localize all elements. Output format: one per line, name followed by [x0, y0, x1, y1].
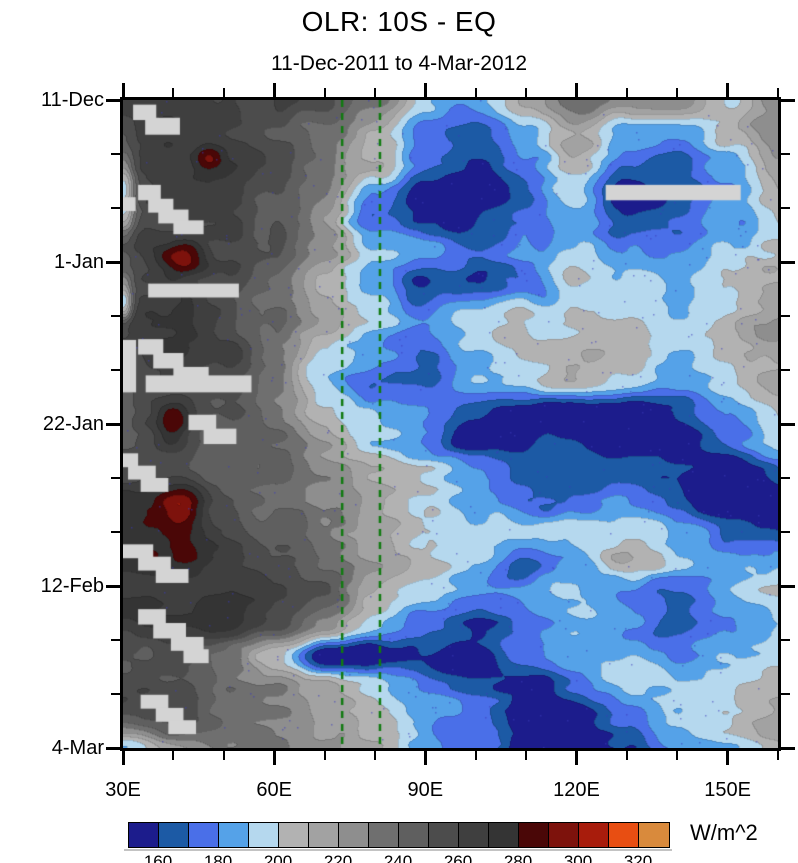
- axis-tick: [474, 88, 477, 97]
- axis-tick: [106, 584, 120, 588]
- plot-title: OLR: 10S - EQ: [301, 6, 497, 37]
- axis-tick: [777, 88, 779, 97]
- axis-tick: [781, 531, 790, 533]
- axis-tick: [111, 315, 120, 317]
- axis-tick: [111, 531, 120, 533]
- plot-subtitle: 11-Dec-2011 to 4-Mar-2012: [270, 52, 528, 75]
- axis-tick: [222, 88, 225, 97]
- axis-tick: [121, 751, 125, 765]
- colorbar-swatch: [458, 822, 490, 848]
- axis-tick: [323, 751, 326, 760]
- colorbar-swatch: [128, 822, 160, 848]
- axis-tick: [111, 207, 120, 209]
- colorbar-shadow: [124, 849, 672, 851]
- colorbar-tick-label: 300: [563, 852, 593, 863]
- colorbar-swatch: [518, 822, 550, 848]
- colorbar-tick-label: 240: [383, 852, 413, 863]
- axis-tick: [625, 751, 628, 760]
- colorbar-swatch: [218, 822, 250, 848]
- colorbar-tick-label: 280: [503, 852, 533, 863]
- x-axis-tick-label: 90E: [407, 779, 444, 801]
- axis-tick: [726, 751, 730, 765]
- colorbar-swatch: [398, 822, 430, 848]
- axis-tick: [423, 751, 427, 765]
- axis-tick: [781, 422, 795, 426]
- axis-tick: [106, 98, 120, 102]
- axis-tick: [574, 751, 578, 765]
- axis-tick: [781, 98, 795, 102]
- colorbar-swatch: [638, 822, 670, 848]
- axis-tick: [474, 751, 477, 760]
- axis-tick: [272, 751, 276, 765]
- axis-tick: [781, 153, 790, 155]
- axis-tick: [111, 153, 120, 155]
- colorbar-swatch: [368, 822, 400, 848]
- axis-tick: [111, 639, 120, 641]
- x-axis-tick-label: 30E: [105, 779, 141, 801]
- colorbar-swatch: [488, 822, 520, 848]
- colorbar-tick-label: 260: [443, 852, 473, 863]
- colorbar-swatch: [278, 822, 310, 848]
- y-axis-tick-label: 12-Feb: [40, 575, 104, 597]
- axis-tick: [272, 83, 276, 97]
- colorbar-swatch: [308, 822, 340, 848]
- y-axis-tick-label: 1-Jan: [53, 251, 104, 273]
- hovmoller-heatmap-canvas: [123, 100, 778, 748]
- axis-tick: [726, 83, 730, 97]
- colorbar-swatch: [338, 822, 370, 848]
- axis-tick: [574, 83, 578, 97]
- axis-tick: [106, 422, 120, 426]
- axis-tick: [781, 639, 790, 641]
- axis-tick: [525, 88, 528, 97]
- colorbar-swatch: [608, 822, 640, 848]
- axis-tick: [781, 260, 795, 264]
- colorbar-swatch: [158, 822, 190, 848]
- x-axis-tick-label: 120E: [553, 779, 600, 801]
- axis-tick: [676, 751, 679, 760]
- colorbar-swatch: [188, 822, 220, 848]
- axis-tick: [676, 88, 679, 97]
- axis-tick: [781, 746, 795, 750]
- colorbar-tick-label: 160: [143, 852, 173, 863]
- axis-tick: [781, 207, 790, 209]
- axis-tick: [373, 751, 376, 760]
- colorbar-unit-label: W/m^2: [690, 820, 758, 845]
- y-axis-tick-label: 4-Mar: [51, 737, 104, 759]
- axis-tick: [106, 260, 120, 264]
- axis-tick: [222, 751, 225, 760]
- x-axis-tick-label: 150E: [704, 779, 751, 801]
- colorbar-tick-label: 220: [323, 852, 353, 863]
- colorbar-swatch: [248, 822, 280, 848]
- axis-tick: [373, 88, 376, 97]
- colorbar-tick-label: 320: [623, 852, 653, 863]
- axis-tick: [777, 751, 779, 760]
- axis-tick: [781, 693, 790, 695]
- axis-tick: [111, 369, 120, 371]
- axis-tick: [111, 477, 120, 479]
- axis-tick: [781, 315, 790, 317]
- axis-tick: [106, 746, 120, 750]
- y-axis-tick-label: 22-Jan: [42, 413, 104, 435]
- axis-tick: [781, 584, 795, 588]
- axis-tick: [121, 83, 125, 97]
- colorbar-tick-label: 200: [263, 852, 293, 863]
- axis-tick: [111, 693, 120, 695]
- colorbar-swatch: [578, 822, 610, 848]
- axis-tick: [781, 369, 790, 371]
- axis-tick: [172, 88, 175, 97]
- axis-tick: [781, 477, 790, 479]
- x-axis-tick-label: 60E: [256, 779, 292, 801]
- colorbar-swatch: [428, 822, 460, 848]
- y-axis-tick-label: 11-Dec: [41, 89, 104, 111]
- axis-tick: [625, 88, 628, 97]
- axis-tick: [172, 751, 175, 760]
- axis-tick: [525, 751, 528, 760]
- colorbar-tick-label: 180: [203, 852, 233, 863]
- axis-tick: [423, 83, 427, 97]
- colorbar-swatch: [548, 822, 580, 848]
- axis-tick: [323, 88, 326, 97]
